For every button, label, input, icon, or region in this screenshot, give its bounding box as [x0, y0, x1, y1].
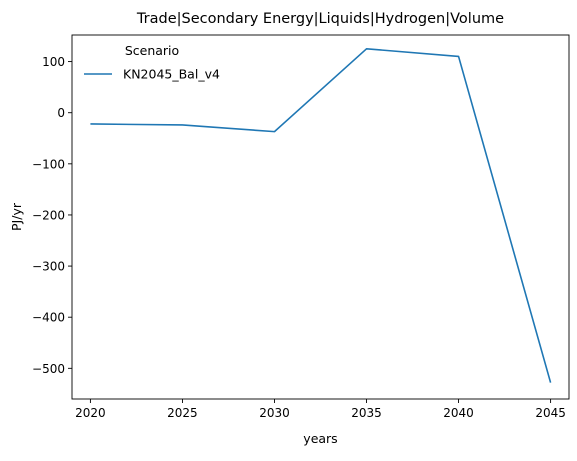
x-tick-label: 2035 [351, 406, 382, 420]
x-tick-label: 2030 [259, 406, 290, 420]
y-axis-label: PJ/yr [9, 202, 24, 231]
y-tick-label: 100 [42, 55, 65, 69]
series-line-kn2045-bal-v4 [90, 47, 552, 383]
x-tick-label: 2020 [75, 406, 106, 420]
x-tick-label: 2025 [167, 406, 198, 420]
y-tick-label: −400 [32, 311, 65, 325]
legend-title: Scenario [125, 43, 179, 58]
x-axis-ticks: 2020 2025 2030 2035 2040 2045 [75, 399, 566, 420]
x-tick-label: 2045 [535, 406, 566, 420]
y-tick-label: −100 [32, 157, 65, 171]
y-tick-label: −200 [32, 208, 65, 222]
x-axis-label: years [303, 431, 337, 446]
y-axis-ticks: −500 −400 −300 −200 −100 0 100 [32, 55, 72, 376]
series-lines [90, 47, 552, 383]
chart-title: Trade|Secondary Energy|Liquids|Hydrogen|… [136, 11, 504, 27]
y-tick-label: 0 [57, 106, 65, 120]
legend: Scenario KN2045_Bal_v4 [84, 43, 220, 82]
y-tick-label: −500 [32, 362, 65, 376]
legend-label-kn2045-bal-v4: KN2045_Bal_v4 [123, 67, 220, 82]
plot-frame [71, 34, 570, 400]
x-tick-label: 2040 [443, 406, 474, 420]
y-tick-label: −300 [32, 260, 65, 274]
